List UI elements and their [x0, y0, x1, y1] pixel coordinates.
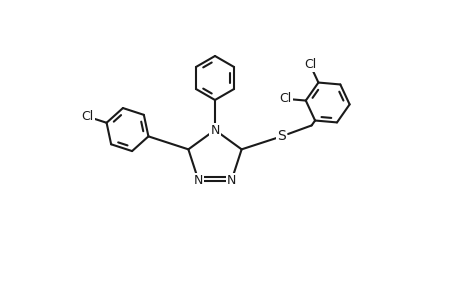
Text: N: N — [226, 174, 235, 187]
Text: Cl: Cl — [303, 58, 315, 71]
Text: N: N — [210, 124, 219, 136]
Text: N: N — [193, 174, 203, 187]
Text: S: S — [277, 129, 285, 143]
Text: Cl: Cl — [81, 110, 94, 123]
Text: Cl: Cl — [279, 92, 291, 105]
